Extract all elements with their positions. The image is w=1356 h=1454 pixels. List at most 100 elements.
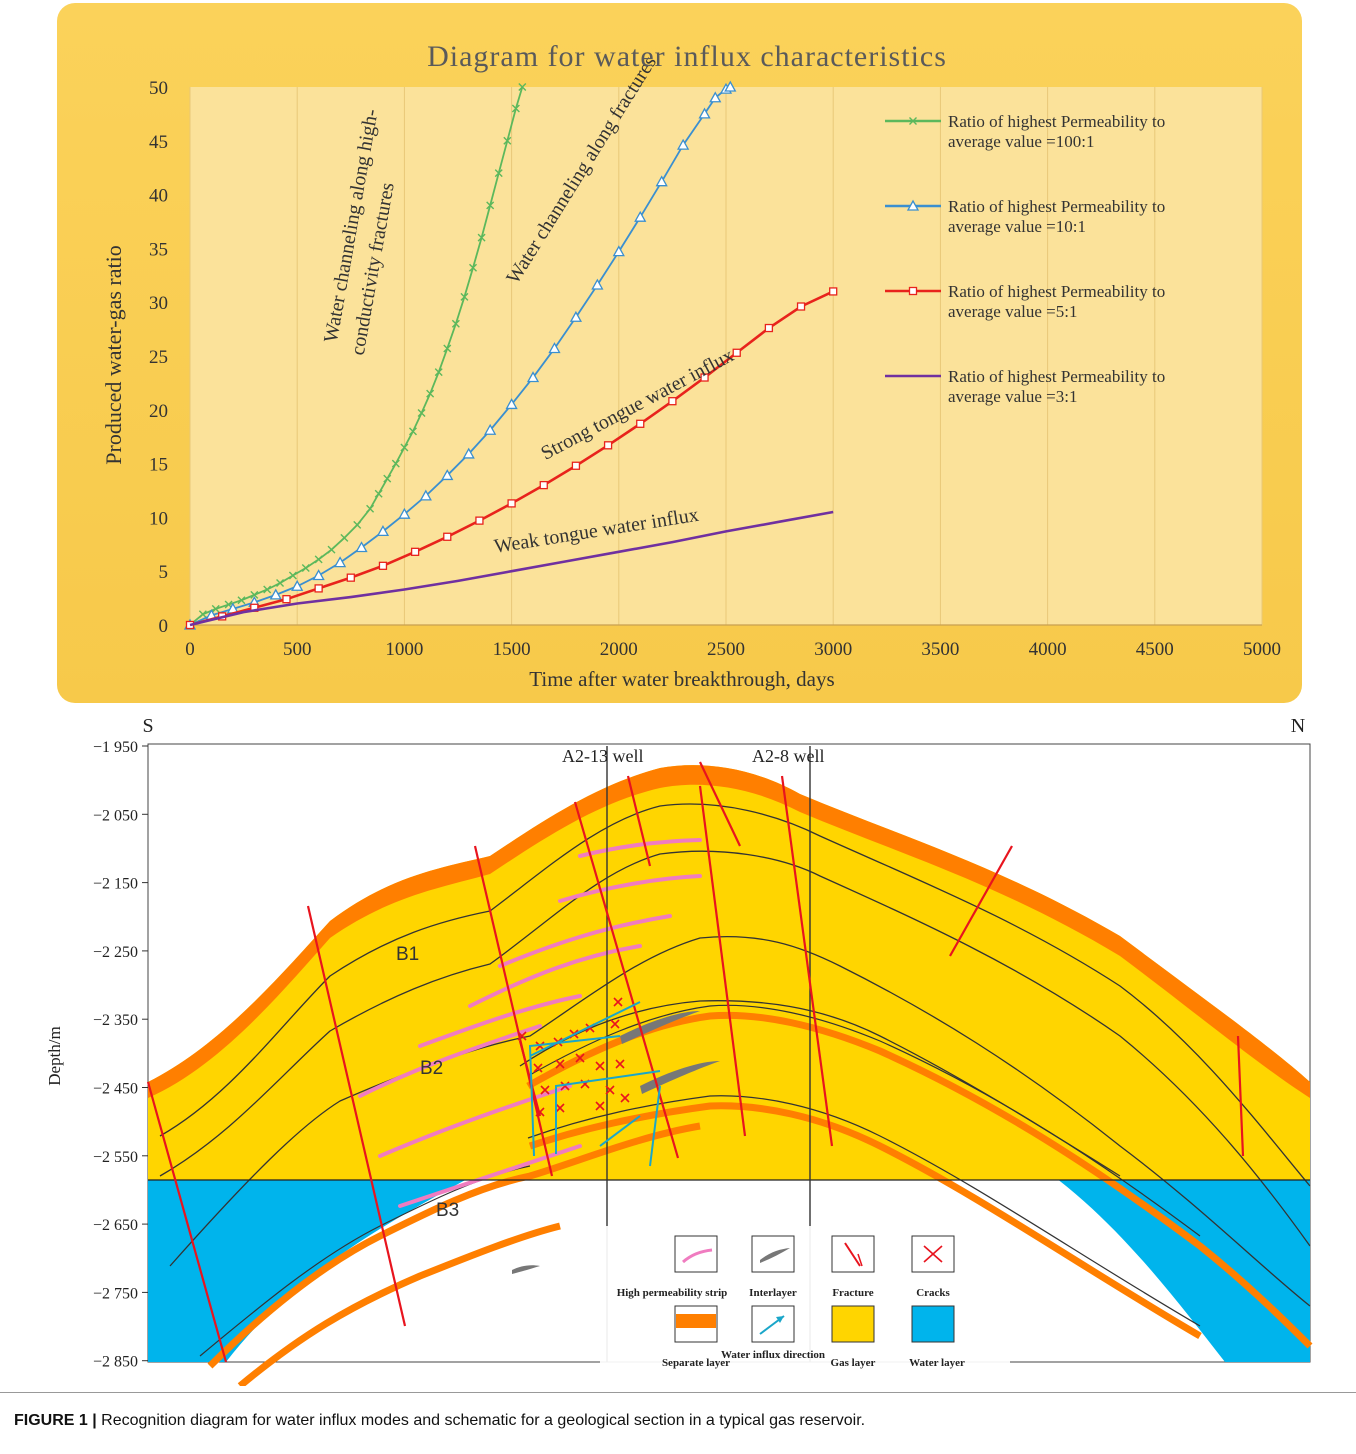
y-tick-label: 20	[149, 401, 168, 422]
crack-mark	[605, 1085, 615, 1095]
crack-mark	[535, 1041, 545, 1051]
y-tick-label: 10	[149, 508, 168, 529]
y-tick-label: 0	[159, 616, 169, 637]
data-point	[426, 389, 435, 398]
y-tick-label: 15	[149, 455, 168, 476]
y-tick-label: 45	[149, 132, 168, 153]
depth-tick-label: −2 650	[93, 1217, 138, 1234]
data-point	[374, 489, 383, 498]
x-tick-label: 5000	[1243, 639, 1281, 660]
data-point	[507, 499, 516, 508]
legend-label-water-layer: Water layer	[909, 1357, 965, 1369]
y-tick-label: 5	[159, 562, 169, 583]
y-axis-label: Produced water-gas ratio	[101, 245, 126, 464]
data-point	[526, 371, 540, 383]
data-point	[591, 278, 604, 290]
data-point	[211, 604, 220, 613]
crack-mark	[595, 1101, 605, 1111]
data-point	[477, 233, 486, 242]
faults	[146, 761, 1245, 1363]
x-tick-label: 3500	[921, 639, 959, 660]
data-point	[198, 610, 207, 619]
data-point	[417, 409, 426, 418]
data-point	[333, 556, 347, 568]
crack-mark	[620, 1093, 630, 1103]
x-axis-label: Time after water breakthrough, days	[529, 667, 834, 691]
data-point	[677, 138, 690, 150]
water-influx-chart: 0 500 1000 1500 2000 2500 3000 3500 4000 4500 5000…	[57, 3, 1302, 703]
chart-title: Diagram for water influx characteristics	[427, 40, 947, 73]
legend-label-high-permeability: High permeability strip	[617, 1287, 728, 1299]
data-point	[451, 319, 460, 328]
y-tick-label: 30	[149, 293, 168, 314]
y-tick-label: 40	[149, 186, 168, 207]
depth-axis: −1 950 −2 050 −2 150 −2 250 −2 350 −2 450 −2 5…	[93, 739, 148, 1371]
y-tick-label: 25	[149, 347, 168, 368]
data-point	[434, 368, 443, 377]
crack-mark	[615, 1059, 625, 1069]
legend-label: average value =3:1	[948, 387, 1077, 406]
data-point	[796, 302, 806, 311]
x-tick-label: 500	[283, 639, 312, 660]
data-point	[408, 427, 417, 436]
series-4	[189, 510, 834, 627]
cracks	[517, 997, 630, 1117]
data-point	[327, 545, 336, 554]
data-point	[269, 588, 282, 600]
figure-caption: FIGURE 1 | Recognition diagram for water…	[14, 1412, 1344, 1430]
data-point	[636, 419, 645, 428]
legend-marker	[909, 117, 917, 125]
data-point	[355, 541, 368, 553]
x-tick-label: 0	[185, 639, 195, 660]
data-point	[829, 287, 838, 296]
data-point	[475, 516, 484, 525]
crack-mark	[575, 1053, 585, 1063]
crack-mark	[555, 1103, 565, 1113]
legend-label: average value =100:1	[948, 132, 1094, 151]
data-point	[634, 210, 647, 222]
legend-marker	[908, 286, 918, 296]
data-point	[612, 245, 625, 257]
data-point	[732, 348, 741, 357]
layer-label-b2: B2	[420, 1058, 443, 1079]
data-point	[291, 579, 304, 591]
caption-text: Recognition diagram for water influx mod…	[101, 1412, 866, 1429]
y-tick-label: 50	[149, 78, 168, 99]
data-point	[724, 80, 737, 92]
x-tick-label: 3000	[814, 639, 852, 660]
legend-label-water-influx: Water influx direction	[721, 1349, 825, 1361]
water-influx-arrows	[528, 1001, 661, 1167]
legend-label: Ratio of highest Permeability to	[948, 197, 1165, 216]
crack-mark	[540, 1085, 550, 1095]
x-tick-label: 2000	[600, 639, 638, 660]
x-tick-label: 1000	[385, 639, 423, 660]
well-label-a2-13: A2-13 well	[562, 746, 643, 766]
data-point	[443, 344, 452, 353]
data-point	[505, 398, 518, 410]
x-tick-label: 4500	[1136, 639, 1174, 660]
depth-tick-label: −2 850	[93, 1354, 138, 1371]
depth-tick-label: −2 150	[93, 876, 138, 893]
depth-tick-label: −2 750	[93, 1285, 138, 1302]
crack-mark	[595, 1061, 605, 1071]
depth-tick-label: −2 250	[93, 944, 138, 961]
data-point	[469, 263, 478, 272]
legend-label-interlayer: Interlayer	[749, 1287, 797, 1299]
data-point	[443, 532, 452, 541]
data-point	[346, 573, 355, 582]
depth-tick-label: −2 550	[93, 1149, 138, 1166]
data-point	[709, 91, 722, 103]
data-point	[441, 469, 454, 481]
north-label: N	[1291, 715, 1305, 737]
series-line	[189, 510, 834, 627]
data-point	[288, 571, 297, 580]
crack-mark	[517, 1031, 527, 1041]
legend-label: average value =5:1	[948, 302, 1077, 321]
data-point	[569, 310, 583, 322]
data-point	[383, 474, 392, 483]
depth-axis-label: Depth/m	[45, 1026, 64, 1086]
data-point	[340, 533, 349, 542]
legend: Ratio of highest Permeability to average …	[885, 112, 1165, 406]
data-point	[698, 107, 711, 119]
crack-mark	[613, 997, 623, 1007]
